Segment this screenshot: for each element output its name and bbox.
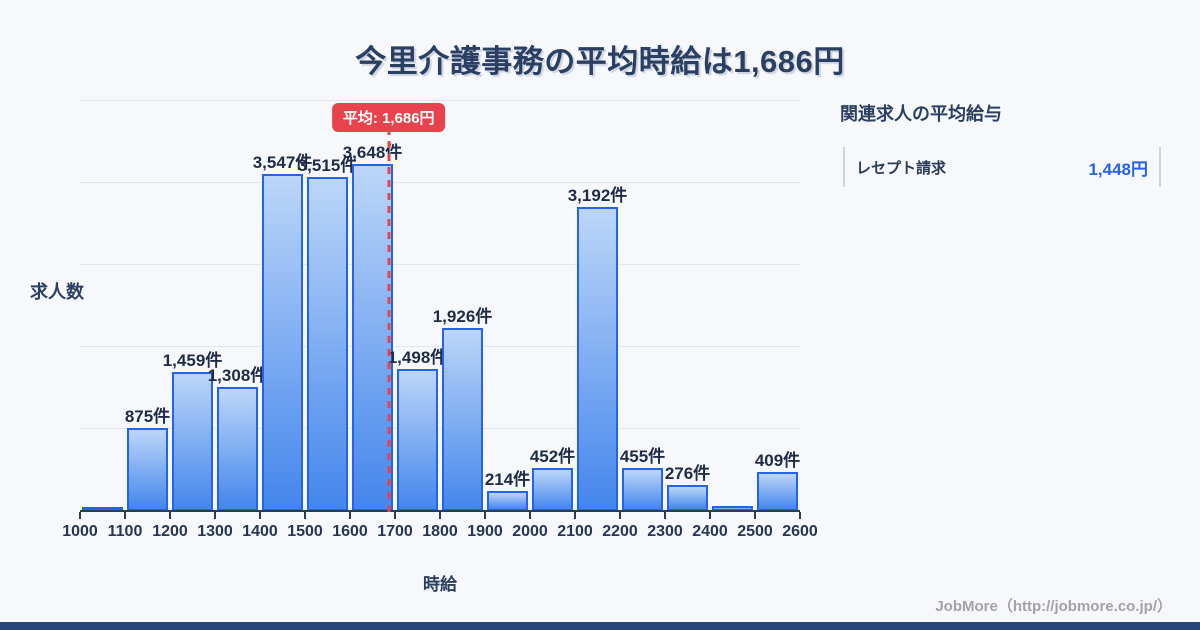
x-tick <box>439 512 441 519</box>
gridline <box>80 182 800 183</box>
x-tick-label: 1100 <box>107 523 143 540</box>
related-job-wage-value: 1,448円 <box>1088 159 1148 179</box>
gridline <box>80 264 800 265</box>
x-tick-label: 2200 <box>602 523 638 540</box>
x-axis-line <box>80 510 800 512</box>
bar-value-label: 1,308件 <box>207 366 268 385</box>
bar-2500-2600: 409件 <box>755 451 800 511</box>
x-tick <box>619 512 621 519</box>
bar-value-label: 455件 <box>619 447 666 466</box>
x-tick <box>304 512 306 519</box>
x-tick-label: 2100 <box>557 523 593 540</box>
page-title: 今里介護事務の平均時給は1,686円 <box>355 44 845 79</box>
x-tick-label: 2400 <box>692 523 728 540</box>
x-tick-label: 1000 <box>62 523 98 540</box>
x-axis-title: 時給 <box>423 575 457 594</box>
y-axis-label: 求人数 <box>30 282 84 302</box>
x-tick <box>214 512 216 519</box>
x-tick <box>529 512 531 519</box>
x-tick <box>574 512 576 519</box>
x-tick-label: 1900 <box>467 523 503 540</box>
x-tick-label: 2000 <box>512 523 548 540</box>
x-tick <box>484 512 486 519</box>
bar-2100-2200: 3,192件 <box>568 186 627 511</box>
average-dashed-line <box>387 128 391 512</box>
average-badge: 平均: 1,686円 <box>331 103 446 132</box>
related-job-label: レセプト請求 <box>856 159 947 177</box>
bar-value-label: 409件 <box>754 451 801 470</box>
x-tick-label: 1500 <box>287 523 323 540</box>
x-tick <box>124 512 126 519</box>
bar-1300-1400: 1,308件 <box>208 366 267 511</box>
x-tick-label: 1300 <box>197 523 233 540</box>
bar-value-label: 1,498件 <box>387 348 448 367</box>
bar-value-label: 3,547件 <box>252 153 313 172</box>
x-tick-label: 1700 <box>377 523 413 540</box>
bar-1200-1300: 1,459件 <box>163 351 222 511</box>
bar-2300-2400: 276件 <box>665 464 710 511</box>
x-tick-label: 1600 <box>332 523 368 540</box>
wage-histogram-plot: 875件 1,459件 1,308件 3,547件 3,515件 3,648件 1,498件… <box>62 100 818 540</box>
bar-1800-1900: 1,926件 <box>433 307 492 511</box>
bar-1700-1800: 1,498件 <box>388 348 447 511</box>
bar-2000-2100: 452件 <box>530 447 575 511</box>
related-jobs-panel-title: 関連求人の平均給与 <box>840 104 1002 124</box>
bar-value-label: 276件 <box>664 464 711 483</box>
bar-value-label: 3,648件 <box>342 143 403 162</box>
x-tick <box>169 512 171 519</box>
x-tick <box>709 512 711 519</box>
x-tick-label: 2500 <box>737 523 773 540</box>
bar-1400-1500: 3,547件 <box>253 153 312 511</box>
bar-value-label: 875件 <box>124 407 171 426</box>
x-tick-label: 1200 <box>152 523 188 540</box>
bar-value-label: 214件 <box>484 470 531 489</box>
footer-accent-bar <box>0 622 1200 630</box>
bar-1100-1200: 875件 <box>125 407 170 511</box>
x-tick <box>754 512 756 519</box>
bar-value-label: 1,926件 <box>432 307 493 326</box>
x-tick-label: 2600 <box>782 523 818 540</box>
gridline <box>80 100 800 101</box>
bar-2200-2300: 455件 <box>620 447 665 511</box>
x-tick <box>349 512 351 519</box>
gridline <box>80 346 800 347</box>
x-tick-label: 1800 <box>422 523 458 540</box>
gridline <box>80 428 800 429</box>
bar-value-label: 3,192件 <box>567 186 628 205</box>
related-job-row: レセプト請求 1,448円 <box>843 147 1161 187</box>
bar-1900-2000: 214件 <box>485 470 530 511</box>
x-tick <box>394 512 396 519</box>
bar-value-label: 452件 <box>529 447 576 466</box>
x-tick <box>664 512 666 519</box>
bar-value-label: 3,515件 <box>297 156 358 175</box>
bar-1500-1600: 3,515件 <box>298 156 357 511</box>
x-tick <box>259 512 261 519</box>
x-tick-label: 1400 <box>242 523 278 540</box>
bar-value-label: 1,459件 <box>162 351 223 370</box>
x-tick <box>79 512 81 519</box>
x-tick-label: 2300 <box>647 523 683 540</box>
credit-text: JobMore（http://jobmore.co.jp/） <box>935 598 1172 615</box>
x-tick <box>799 512 801 519</box>
